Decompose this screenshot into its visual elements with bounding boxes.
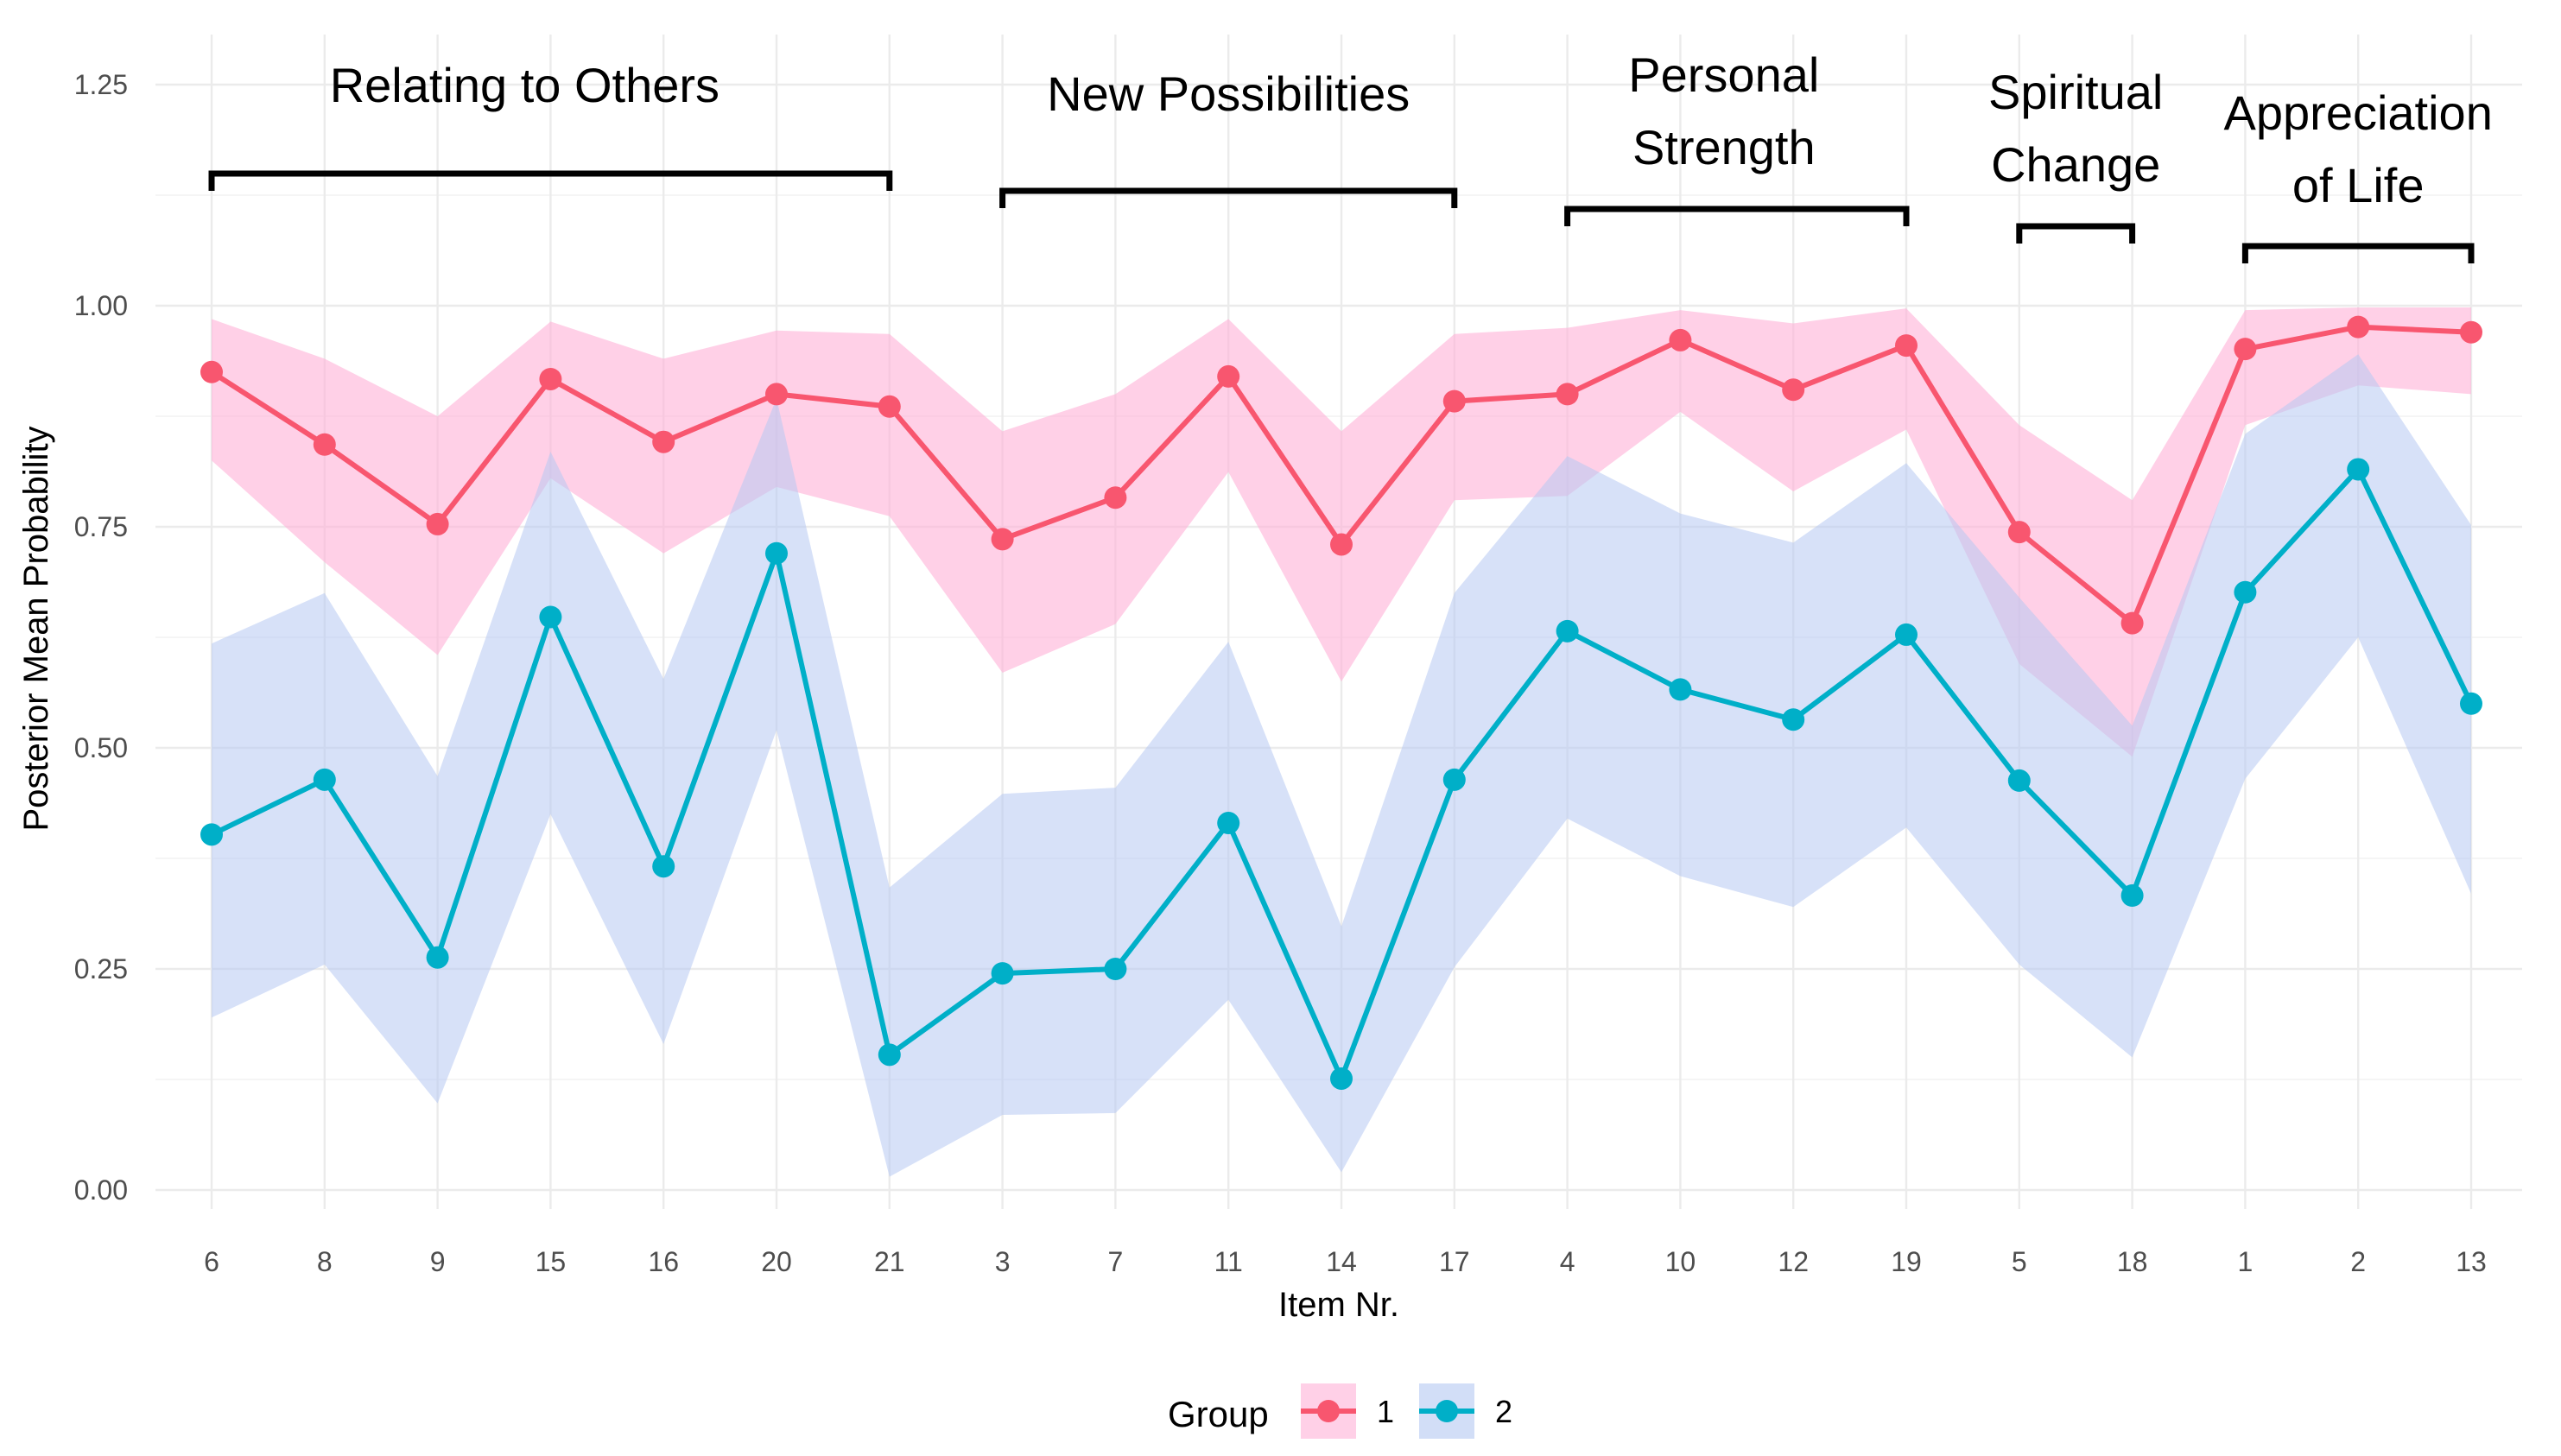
group-label: Change (1991, 137, 2160, 192)
group-label: Strength (1632, 120, 1816, 174)
x-tick-label: 19 (1891, 1246, 1922, 1277)
x-tick-label: 15 (536, 1246, 567, 1277)
point-group-2 (2007, 769, 2031, 792)
point-group-2 (539, 605, 562, 629)
y-tick-label: 1.00 (74, 290, 128, 321)
y-tick-label: 0.50 (74, 732, 128, 763)
x-tick-label: 21 (874, 1246, 905, 1277)
legend: Group 1 2 (1168, 1383, 1512, 1439)
point-group-1 (1330, 533, 1353, 556)
point-group-2 (1104, 958, 1127, 980)
point-group-1 (2347, 315, 2370, 339)
y-tick-label: 0.25 (74, 953, 128, 984)
point-group-2 (2460, 692, 2482, 715)
point-group-2 (200, 823, 223, 846)
group-label: Personal (1628, 47, 1819, 102)
legend-label: 1 (1377, 1394, 1394, 1429)
x-tick-label: 11 (1214, 1246, 1243, 1277)
point-group-1 (200, 360, 223, 383)
point-group-2 (1895, 623, 1918, 646)
x-tick-label: 14 (1326, 1246, 1357, 1277)
x-tick-label: 8 (317, 1246, 333, 1277)
point-group-1 (1782, 378, 1805, 402)
x-tick-label: 3 (995, 1246, 1011, 1277)
point-group-1 (765, 383, 788, 406)
y-axis-title: Posterior Mean Probability (17, 426, 55, 831)
group-bracket (999, 187, 1458, 208)
point-group-2 (1442, 768, 1466, 791)
group-bracket (2016, 223, 2136, 244)
x-tick-label: 12 (1778, 1246, 1809, 1277)
x-tick-label: 13 (2456, 1246, 2487, 1277)
y-tick-label: 1.25 (74, 69, 128, 100)
x-axis-title: Item Nr. (1278, 1286, 1399, 1324)
point-group-1 (652, 430, 675, 453)
x-tick-label: 5 (2012, 1246, 2027, 1277)
point-group-2 (878, 1043, 901, 1067)
point-group-2 (2234, 580, 2257, 604)
x-tick-label: 20 (761, 1246, 792, 1277)
point-group-2 (2120, 884, 2144, 908)
group-bracket (1564, 206, 1910, 226)
point-group-2 (1217, 812, 1240, 835)
x-tick-label: 6 (204, 1246, 219, 1277)
series-points (200, 315, 2482, 1090)
point-group-1 (313, 433, 336, 456)
x-tick-label: 4 (1560, 1246, 1575, 1277)
point-group-2 (991, 962, 1014, 985)
legend-label: 2 (1495, 1394, 1512, 1429)
legend-title: Group (1168, 1394, 1269, 1434)
point-group-1 (1442, 389, 1466, 413)
x-tick-label: 18 (2117, 1246, 2148, 1277)
x-tick-label: 2 (2350, 1246, 2366, 1277)
point-group-1 (1556, 383, 1579, 406)
x-tick-label: 1 (2238, 1246, 2254, 1277)
point-group-1 (878, 395, 901, 418)
y-tick-label: 0.00 (74, 1174, 128, 1206)
group-label: Relating to Others (330, 58, 719, 112)
point-group-1 (991, 528, 1014, 551)
group-bracket (2241, 243, 2475, 263)
point-group-2 (1782, 708, 1805, 731)
y-tick-label: 0.75 (74, 511, 128, 542)
point-group-2 (313, 768, 336, 791)
point-group-2 (1330, 1067, 1353, 1090)
x-tick-label: 17 (1439, 1246, 1470, 1277)
point-group-2 (426, 946, 449, 969)
point-group-1 (2007, 521, 2031, 544)
point-group-2 (652, 855, 675, 878)
point-group-1 (1669, 328, 1692, 351)
y-tick-labels: 0.00 0.25 0.50 0.75 1.00 1.25 (74, 69, 128, 1206)
group-bracket (208, 170, 893, 191)
x-tick-label: 9 (430, 1246, 446, 1277)
point-group-2 (1669, 678, 1692, 701)
point-group-1 (1217, 364, 1240, 388)
point-group-2 (2347, 458, 2370, 481)
point-group-1 (1104, 486, 1127, 510)
group-label: of Life (2292, 158, 2425, 212)
group-label: New Possibilities (1047, 66, 1410, 121)
point-group-1 (2234, 338, 2257, 361)
legend-key-point (1317, 1400, 1340, 1422)
point-group-2 (1556, 619, 1579, 643)
point-group-1 (2460, 320, 2482, 344)
x-tick-labels: 6 8 9 15 16 20 21 3 7 11 14 17 4 10 12 19 5 18 1 2 13 (204, 1246, 2487, 1277)
x-tick-label: 10 (1665, 1246, 1696, 1277)
point-group-1 (539, 367, 562, 390)
point-group-1 (2120, 611, 2144, 635)
group-brackets: Relating to Others New Possibilities Perso… (208, 47, 2493, 263)
x-tick-label: 16 (648, 1246, 679, 1277)
point-group-1 (1895, 334, 1918, 358)
x-tick-label: 7 (1108, 1246, 1124, 1277)
legend-key-point (1436, 1400, 1458, 1422)
group-label: Appreciation (2224, 85, 2493, 140)
group-label: Spiritual (1988, 65, 2163, 119)
point-group-1 (426, 512, 449, 535)
point-group-2 (765, 541, 788, 565)
